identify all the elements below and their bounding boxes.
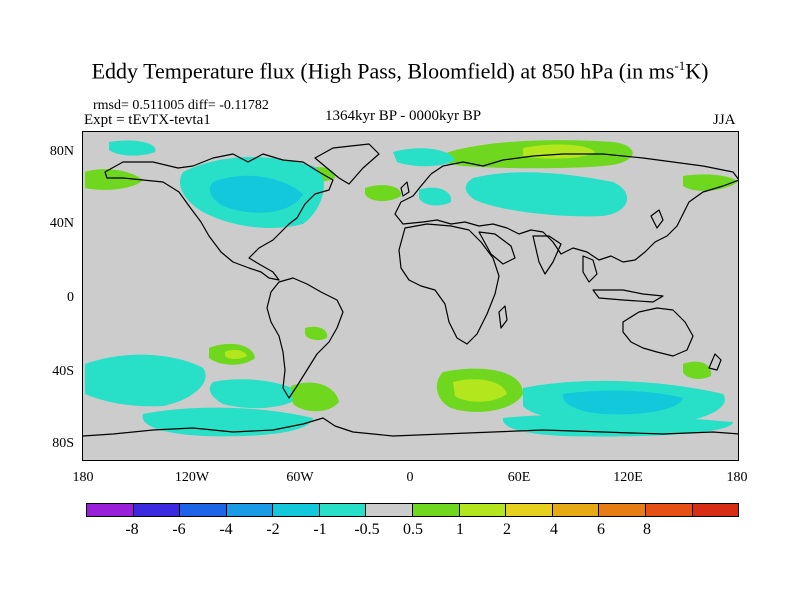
- lat-label-80s: 80S: [52, 436, 74, 451]
- colorbar-swatch: [180, 504, 227, 516]
- anomaly-negative-southern-ocean-west: [209, 379, 303, 409]
- colorbar-swatch: [87, 504, 134, 516]
- anomaly-positive-central-pacific: [305, 326, 328, 341]
- colorbar-label: -8: [125, 521, 139, 538]
- anomaly-positive-east-siberia: [683, 174, 738, 191]
- coastline-australia: [622, 307, 694, 357]
- lat-label-40n: 40N: [49, 216, 74, 231]
- coastline-greenland: [314, 143, 380, 185]
- colorbar-swatch: [506, 504, 553, 516]
- stats-experiment: Expt = tEvTX-tevta1: [84, 112, 211, 128]
- colorbar-swatch: [645, 504, 693, 516]
- colorbar-swatch: [692, 504, 739, 516]
- anomaly-negative-europe: [419, 187, 452, 206]
- plot-title-exponent: -1: [674, 58, 686, 73]
- colorbar: [86, 503, 739, 517]
- season-label: JJA: [713, 112, 736, 128]
- coastline-europe-asia: [394, 153, 738, 263]
- plot-title-text: Eddy Temperature flux (High Pass, Bloomf…: [91, 58, 675, 84]
- anomaly-negative-south-pacific: [85, 354, 206, 407]
- coastlines: [83, 143, 738, 437]
- anomaly-negative-central-asia: [465, 172, 628, 217]
- lon-label-60w: 60W: [286, 470, 314, 485]
- colorbar-swatch: [273, 504, 320, 516]
- colorbar-swatch: [133, 504, 181, 516]
- colorbar-label: -2: [266, 521, 280, 538]
- anomaly-positive-patagonia: [291, 382, 339, 412]
- coastline-north-america: [104, 153, 334, 281]
- anomaly-negative-pacific: [109, 140, 156, 156]
- colorbar-label: 4: [550, 521, 558, 538]
- plot-subtitle: 1364kyr BP - 0000kyr BP: [325, 108, 482, 124]
- coastline-antarctica: [83, 417, 738, 437]
- plot-title: Eddy Temperature flux (High Pass, Bloomf…: [0, 58, 800, 84]
- coastline-south-america: [266, 277, 344, 399]
- anomaly-strong-positive-south-atlantic: [453, 379, 507, 402]
- coastline-japan: [650, 209, 664, 229]
- colorbar-swatch: [599, 504, 646, 516]
- colorbar-swatch: [319, 504, 367, 516]
- coastline-new-zealand: [708, 353, 722, 371]
- anomaly-strong-negative-southern-ocean-east: [562, 390, 683, 415]
- lon-label-180-left: 180: [72, 470, 94, 485]
- anomaly-strong-negative-north-america: [209, 175, 303, 213]
- coastline-india: [532, 235, 562, 275]
- anomaly-strong-positive-south-pacific: [225, 349, 247, 359]
- colorbar-label: 6: [597, 521, 605, 538]
- map-svg: [83, 140, 738, 437]
- colorbar-label: -1: [313, 521, 327, 538]
- colorbar-label: 2: [503, 521, 511, 538]
- colorbar-swatch: [413, 504, 460, 516]
- colorbar-swatch: [366, 504, 414, 516]
- lon-label-0: 0: [406, 470, 414, 485]
- anomaly-negative-antarctic-west: [142, 407, 313, 437]
- coastline-madagascar: [498, 305, 508, 329]
- coastline-indonesia: [592, 289, 664, 303]
- anomaly-positive-tasman: [683, 361, 712, 379]
- colorbar-swatch: [552, 504, 600, 516]
- anomaly-positive-alaska: [85, 169, 143, 190]
- stats-rmsd-diff: rmsd= 0.511005 diff= -0.11782: [93, 98, 269, 113]
- lon-label-120e: 120E: [613, 470, 643, 485]
- lon-label-60e: 60E: [507, 470, 531, 485]
- coastline-uk: [400, 181, 410, 197]
- colorbar-swatch: [459, 504, 507, 516]
- anomaly-positive-north-atlantic: [365, 185, 402, 202]
- coastline-arabia: [478, 231, 516, 265]
- colorbar-swatch: [226, 504, 274, 516]
- coastline-southeast-asia: [582, 255, 598, 283]
- lat-label-40s: 40S: [52, 364, 74, 379]
- lat-label-80n: 80N: [49, 144, 74, 159]
- coastline-africa: [398, 223, 500, 345]
- colorbar-label: 8: [643, 521, 651, 538]
- colorbar-label: -0.5: [354, 521, 380, 538]
- colorbar-label: 1: [456, 521, 464, 538]
- colorbar-label: 0.5: [403, 521, 423, 538]
- anomaly-negative-baltic: [393, 148, 455, 167]
- lon-label-120w: 120W: [174, 470, 210, 485]
- lon-label-180-right: 180: [726, 470, 748, 485]
- colorbar-label: -6: [172, 521, 186, 538]
- colorbar-label: -4: [219, 521, 233, 538]
- plot-title-unit-end: K): [685, 58, 709, 84]
- map-panel: [82, 131, 739, 461]
- lat-label-equator: 0: [67, 290, 74, 305]
- anomaly-fields: [85, 140, 738, 437]
